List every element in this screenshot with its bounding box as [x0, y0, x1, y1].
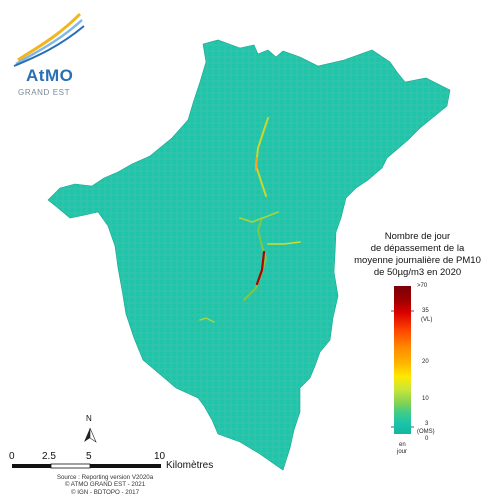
- legend-tick-3: 3: [425, 421, 429, 427]
- legend-tick-oms: (OMS): [417, 429, 435, 435]
- legend-unit-line1: en: [399, 442, 406, 448]
- legend-title-line: moyenne journalière de PM10: [354, 255, 481, 266]
- atmo-logo: AtMO GRAND EST: [8, 8, 88, 97]
- logo-text: AtMO: [26, 66, 74, 85]
- legend-title-line: de 50µg/m3 en 2020: [373, 267, 462, 278]
- legend-tick-20: 20: [422, 359, 429, 365]
- legend-tick-0: 0: [425, 436, 429, 442]
- road-ring: [239, 211, 279, 223]
- street-network: [48, 40, 450, 470]
- legend-tick-70: >70: [417, 283, 428, 289]
- source-line: Source : Reporting version V2020a: [56, 474, 154, 481]
- road-exceedances: [199, 117, 301, 323]
- north-arrow: [84, 427, 97, 443]
- legend-tick-35: 35: [422, 308, 429, 314]
- legend-title: Nombre de jour de dépassement de la moye…: [350, 231, 485, 279]
- source-line: © ATMO GRAND EST - 2021: [64, 481, 146, 489]
- road-east: [267, 241, 301, 245]
- road-center: [243, 217, 268, 301]
- source-line: © IGN - BDTOPO - 2017: [70, 488, 140, 496]
- road-south: [199, 317, 215, 323]
- road-north-hotspot: [255, 157, 258, 171]
- legend-tick-10: 10: [422, 396, 429, 402]
- road-center-hotspot: [255, 250, 266, 286]
- logo-subtitle: GRAND EST: [18, 88, 71, 97]
- legend-unit-line2: jour: [397, 449, 408, 455]
- north-label: N: [86, 414, 92, 423]
- scale-unit: Kilomètres: [166, 460, 214, 471]
- logo-swoosh-icon: [13, 12, 85, 67]
- legend-title-line: de dépassement de la: [370, 243, 465, 254]
- legend-color-scale: [394, 286, 411, 434]
- scale-tick: 2.5: [42, 451, 56, 462]
- scale-tick: 5: [86, 451, 92, 462]
- scale-tick: 0: [9, 451, 15, 462]
- source-credits: Source : Reporting version V2020a © ATMO…: [0, 474, 210, 496]
- scale-bar: [12, 463, 161, 469]
- legend-tick-vl: (VL): [421, 317, 433, 323]
- legend-title-line: Nombre de jour: [384, 231, 451, 242]
- scale-tick: 10: [154, 451, 166, 462]
